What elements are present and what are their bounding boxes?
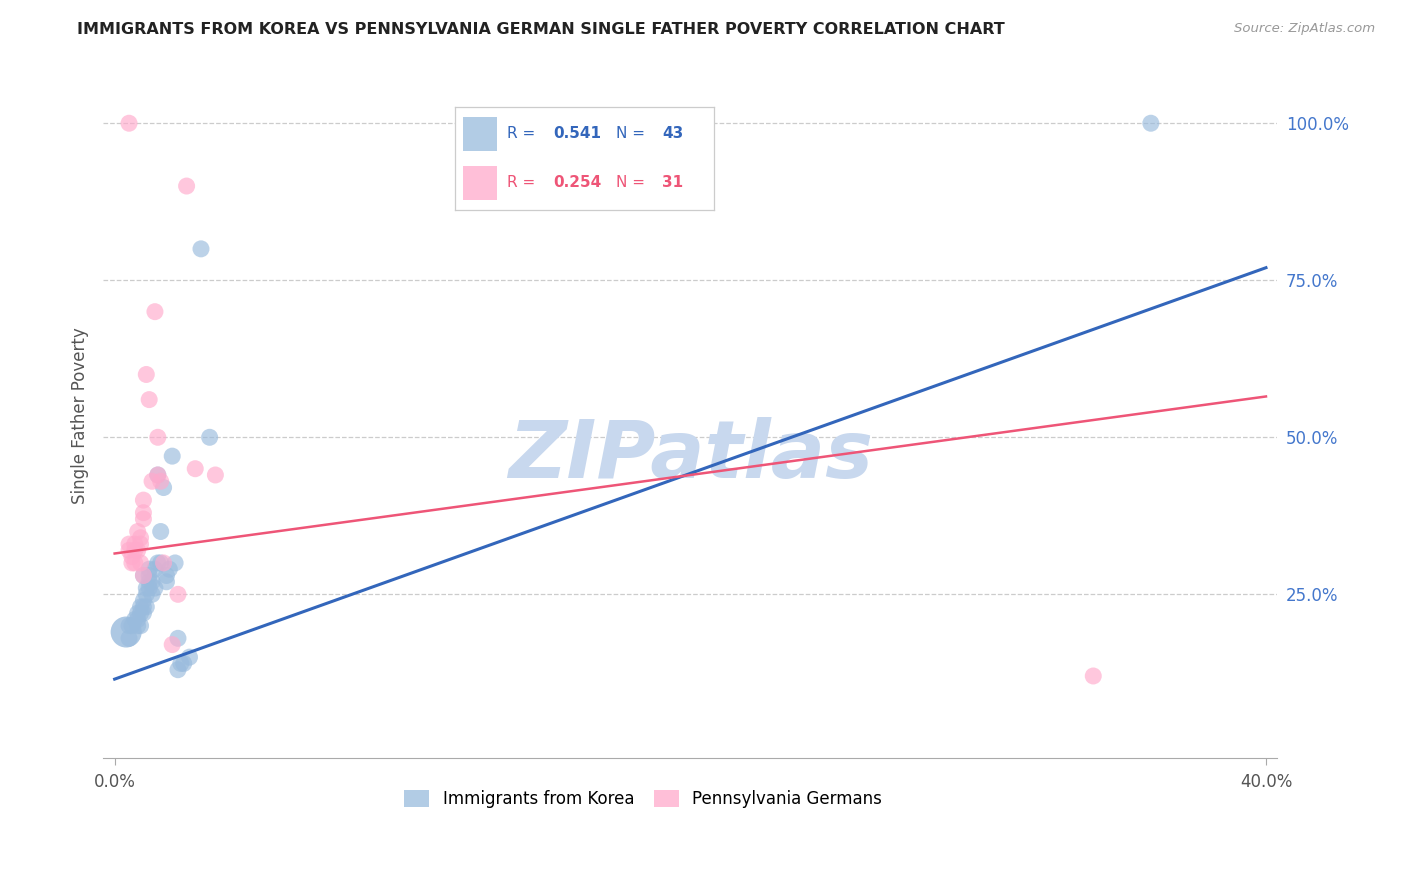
Point	[132, 568, 155, 582]
Point	[173, 657, 195, 671]
Point	[149, 556, 172, 570]
Point	[190, 242, 212, 256]
Point	[141, 587, 163, 601]
Point	[127, 524, 149, 539]
Point	[138, 574, 160, 589]
Point	[170, 657, 193, 671]
Point	[1140, 116, 1163, 130]
Point	[1083, 669, 1105, 683]
Point	[146, 467, 169, 482]
Point	[138, 562, 160, 576]
Point	[132, 512, 155, 526]
Text: IMMIGRANTS FROM KOREA VS PENNSYLVANIA GERMAN SINGLE FATHER POVERTY CORRELATION C: IMMIGRANTS FROM KOREA VS PENNSYLVANIA GE…	[77, 22, 1005, 37]
Point	[157, 562, 180, 576]
Point	[152, 481, 174, 495]
Text: ZIPatlas: ZIPatlas	[508, 417, 873, 495]
Point	[179, 650, 201, 665]
Point	[118, 537, 141, 551]
Point	[132, 506, 155, 520]
Point	[132, 606, 155, 620]
Point	[132, 599, 155, 614]
Point	[143, 581, 166, 595]
Point	[135, 368, 157, 382]
Point	[152, 556, 174, 570]
Point	[141, 574, 163, 589]
Point	[132, 493, 155, 508]
Point	[135, 599, 157, 614]
Point	[132, 593, 155, 607]
Point	[160, 638, 183, 652]
Point	[127, 618, 149, 632]
Point	[124, 537, 146, 551]
Point	[124, 612, 146, 626]
Point	[127, 543, 149, 558]
Point	[118, 116, 141, 130]
Point	[198, 430, 221, 444]
Point	[129, 618, 152, 632]
Point	[118, 543, 141, 558]
Point	[149, 475, 172, 489]
Point	[127, 606, 149, 620]
Point	[129, 606, 152, 620]
Point	[184, 461, 207, 475]
Point	[129, 537, 152, 551]
Point	[155, 568, 177, 582]
Point	[160, 449, 183, 463]
Point	[135, 587, 157, 601]
Point	[155, 574, 177, 589]
Point	[146, 467, 169, 482]
Text: Source: ZipAtlas.com: Source: ZipAtlas.com	[1234, 22, 1375, 36]
Y-axis label: Single Father Poverty: Single Father Poverty	[72, 327, 89, 504]
Point	[129, 531, 152, 545]
Point	[143, 562, 166, 576]
Point	[149, 524, 172, 539]
Point	[138, 581, 160, 595]
Point	[129, 556, 152, 570]
Point	[165, 556, 187, 570]
Point	[118, 632, 141, 646]
Point	[121, 549, 143, 564]
Point	[167, 632, 190, 646]
Point	[124, 543, 146, 558]
Point	[146, 430, 169, 444]
Point	[204, 467, 226, 482]
Point	[146, 556, 169, 570]
Point	[135, 581, 157, 595]
Point	[176, 179, 198, 194]
Legend: Immigrants from Korea, Pennsylvania Germans: Immigrants from Korea, Pennsylvania Germ…	[398, 783, 889, 814]
Point	[124, 556, 146, 570]
Point	[132, 568, 155, 582]
Point	[121, 618, 143, 632]
Point	[138, 392, 160, 407]
Point	[138, 568, 160, 582]
Point	[129, 599, 152, 614]
Point	[141, 475, 163, 489]
Point	[118, 618, 141, 632]
Point	[127, 612, 149, 626]
Point	[115, 625, 138, 640]
Point	[167, 587, 190, 601]
Point	[121, 556, 143, 570]
Point	[167, 663, 190, 677]
Point	[143, 304, 166, 318]
